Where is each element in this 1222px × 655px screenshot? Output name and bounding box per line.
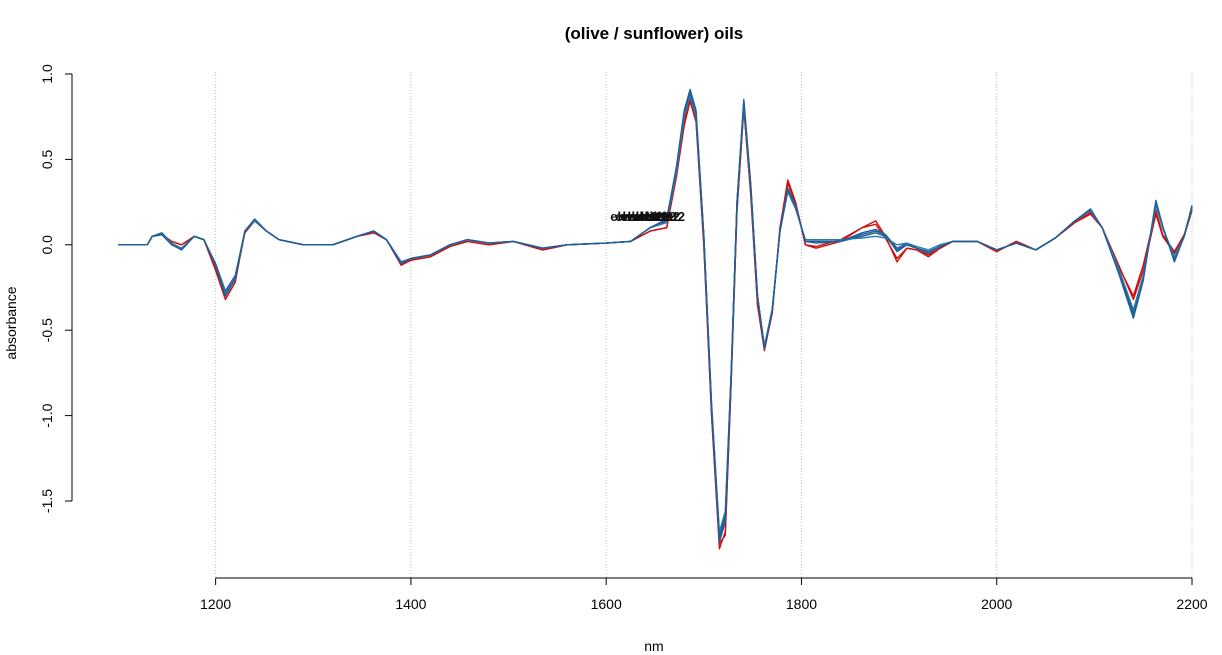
grid-lines [215,72,1193,578]
x-axis-label: nm [644,638,663,654]
series-line-sunflower-4 [118,95,1193,533]
axes: 1200 1400 1600 1800 2000 2200 1.0 0.5 0.0 -0.5 -1.… [39,64,1208,612]
x-tick-label: 1200 [200,596,231,612]
y-tick-label: 0.5 [39,149,55,169]
series-line-olive-0 [118,100,1193,545]
y-tick-label: -1.0 [39,403,55,427]
y-tick-label: -0.5 [39,318,55,342]
x-tick-label: 1800 [786,596,817,612]
y-tick-label: 0.0 [39,235,55,255]
x-tick-label: 2000 [981,596,1012,612]
sample-label: elvelet2 [624,209,672,224]
annotation-layer: elvelet2elvelet2elvelet2elvelet2elvelet2… [610,209,685,224]
sample-label: elvelet2 [628,209,676,224]
x-tick-label: 2200 [1176,596,1207,612]
series-line-sunflower-2 [118,90,1193,540]
series-line-olive-1 [118,97,1193,550]
series-line-sunflower-3 [118,93,1193,536]
chart-title: (olive / sunflower) oils [565,24,744,43]
sample-label: elvelet2 [620,209,668,224]
y-axis-label: absorbance [3,286,19,359]
sample-label: elvelet2 [615,209,663,224]
series-layer [118,88,1193,550]
x-tick-label: 1400 [395,596,426,612]
sample-label: elvelet2 [610,209,658,224]
y-tick-label: 1.0 [39,64,55,84]
sample-label: elvelet2 [637,209,685,224]
x-tick-label: 1600 [591,596,622,612]
y-tick-label: -1.5 [39,489,55,513]
series-line-sunflower-5 [118,88,1193,543]
sample-label: elvelet2 [632,209,680,224]
